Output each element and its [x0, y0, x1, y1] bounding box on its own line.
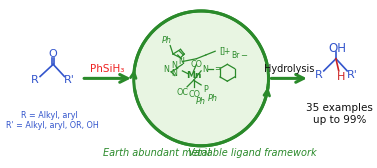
Text: OC: OC	[176, 88, 188, 97]
Text: Ph: Ph	[207, 94, 218, 103]
Text: P: P	[204, 85, 208, 94]
Text: Ph: Ph	[196, 97, 206, 106]
Text: O: O	[49, 49, 58, 59]
Text: Variable ligand framework: Variable ligand framework	[188, 148, 317, 158]
Text: PhSiH₃: PhSiH₃	[90, 64, 125, 74]
Text: R': R'	[346, 70, 357, 80]
Text: =: =	[215, 65, 221, 74]
Text: [: [	[219, 46, 222, 55]
Text: N: N	[171, 69, 177, 78]
Text: R: R	[31, 75, 38, 85]
Text: Br: Br	[231, 51, 240, 60]
Text: 35 examples: 35 examples	[306, 103, 373, 113]
Text: Earth abundant metal: Earth abundant metal	[103, 148, 210, 158]
Text: OH: OH	[329, 42, 347, 55]
Text: Mn: Mn	[186, 71, 201, 80]
Text: N: N	[164, 65, 169, 74]
Text: R: R	[315, 70, 323, 80]
Text: Ph: Ph	[161, 36, 172, 45]
Text: CO: CO	[190, 60, 202, 69]
Text: R': R'	[64, 75, 75, 85]
Text: R' = Alkyl, aryl, OR, OH: R' = Alkyl, aryl, OR, OH	[6, 121, 99, 130]
Text: N: N	[202, 65, 208, 74]
Text: up to 99%: up to 99%	[313, 115, 366, 125]
Text: ]+: ]+	[222, 46, 231, 55]
Text: N: N	[171, 61, 177, 70]
Circle shape	[134, 11, 268, 146]
Text: Hydrolysis: Hydrolysis	[264, 64, 314, 74]
Text: CO: CO	[188, 90, 201, 99]
Text: −: −	[240, 51, 247, 60]
Text: N: N	[179, 57, 184, 66]
Text: H: H	[336, 72, 345, 81]
Text: R = Alkyl, aryl: R = Alkyl, aryl	[21, 111, 78, 120]
